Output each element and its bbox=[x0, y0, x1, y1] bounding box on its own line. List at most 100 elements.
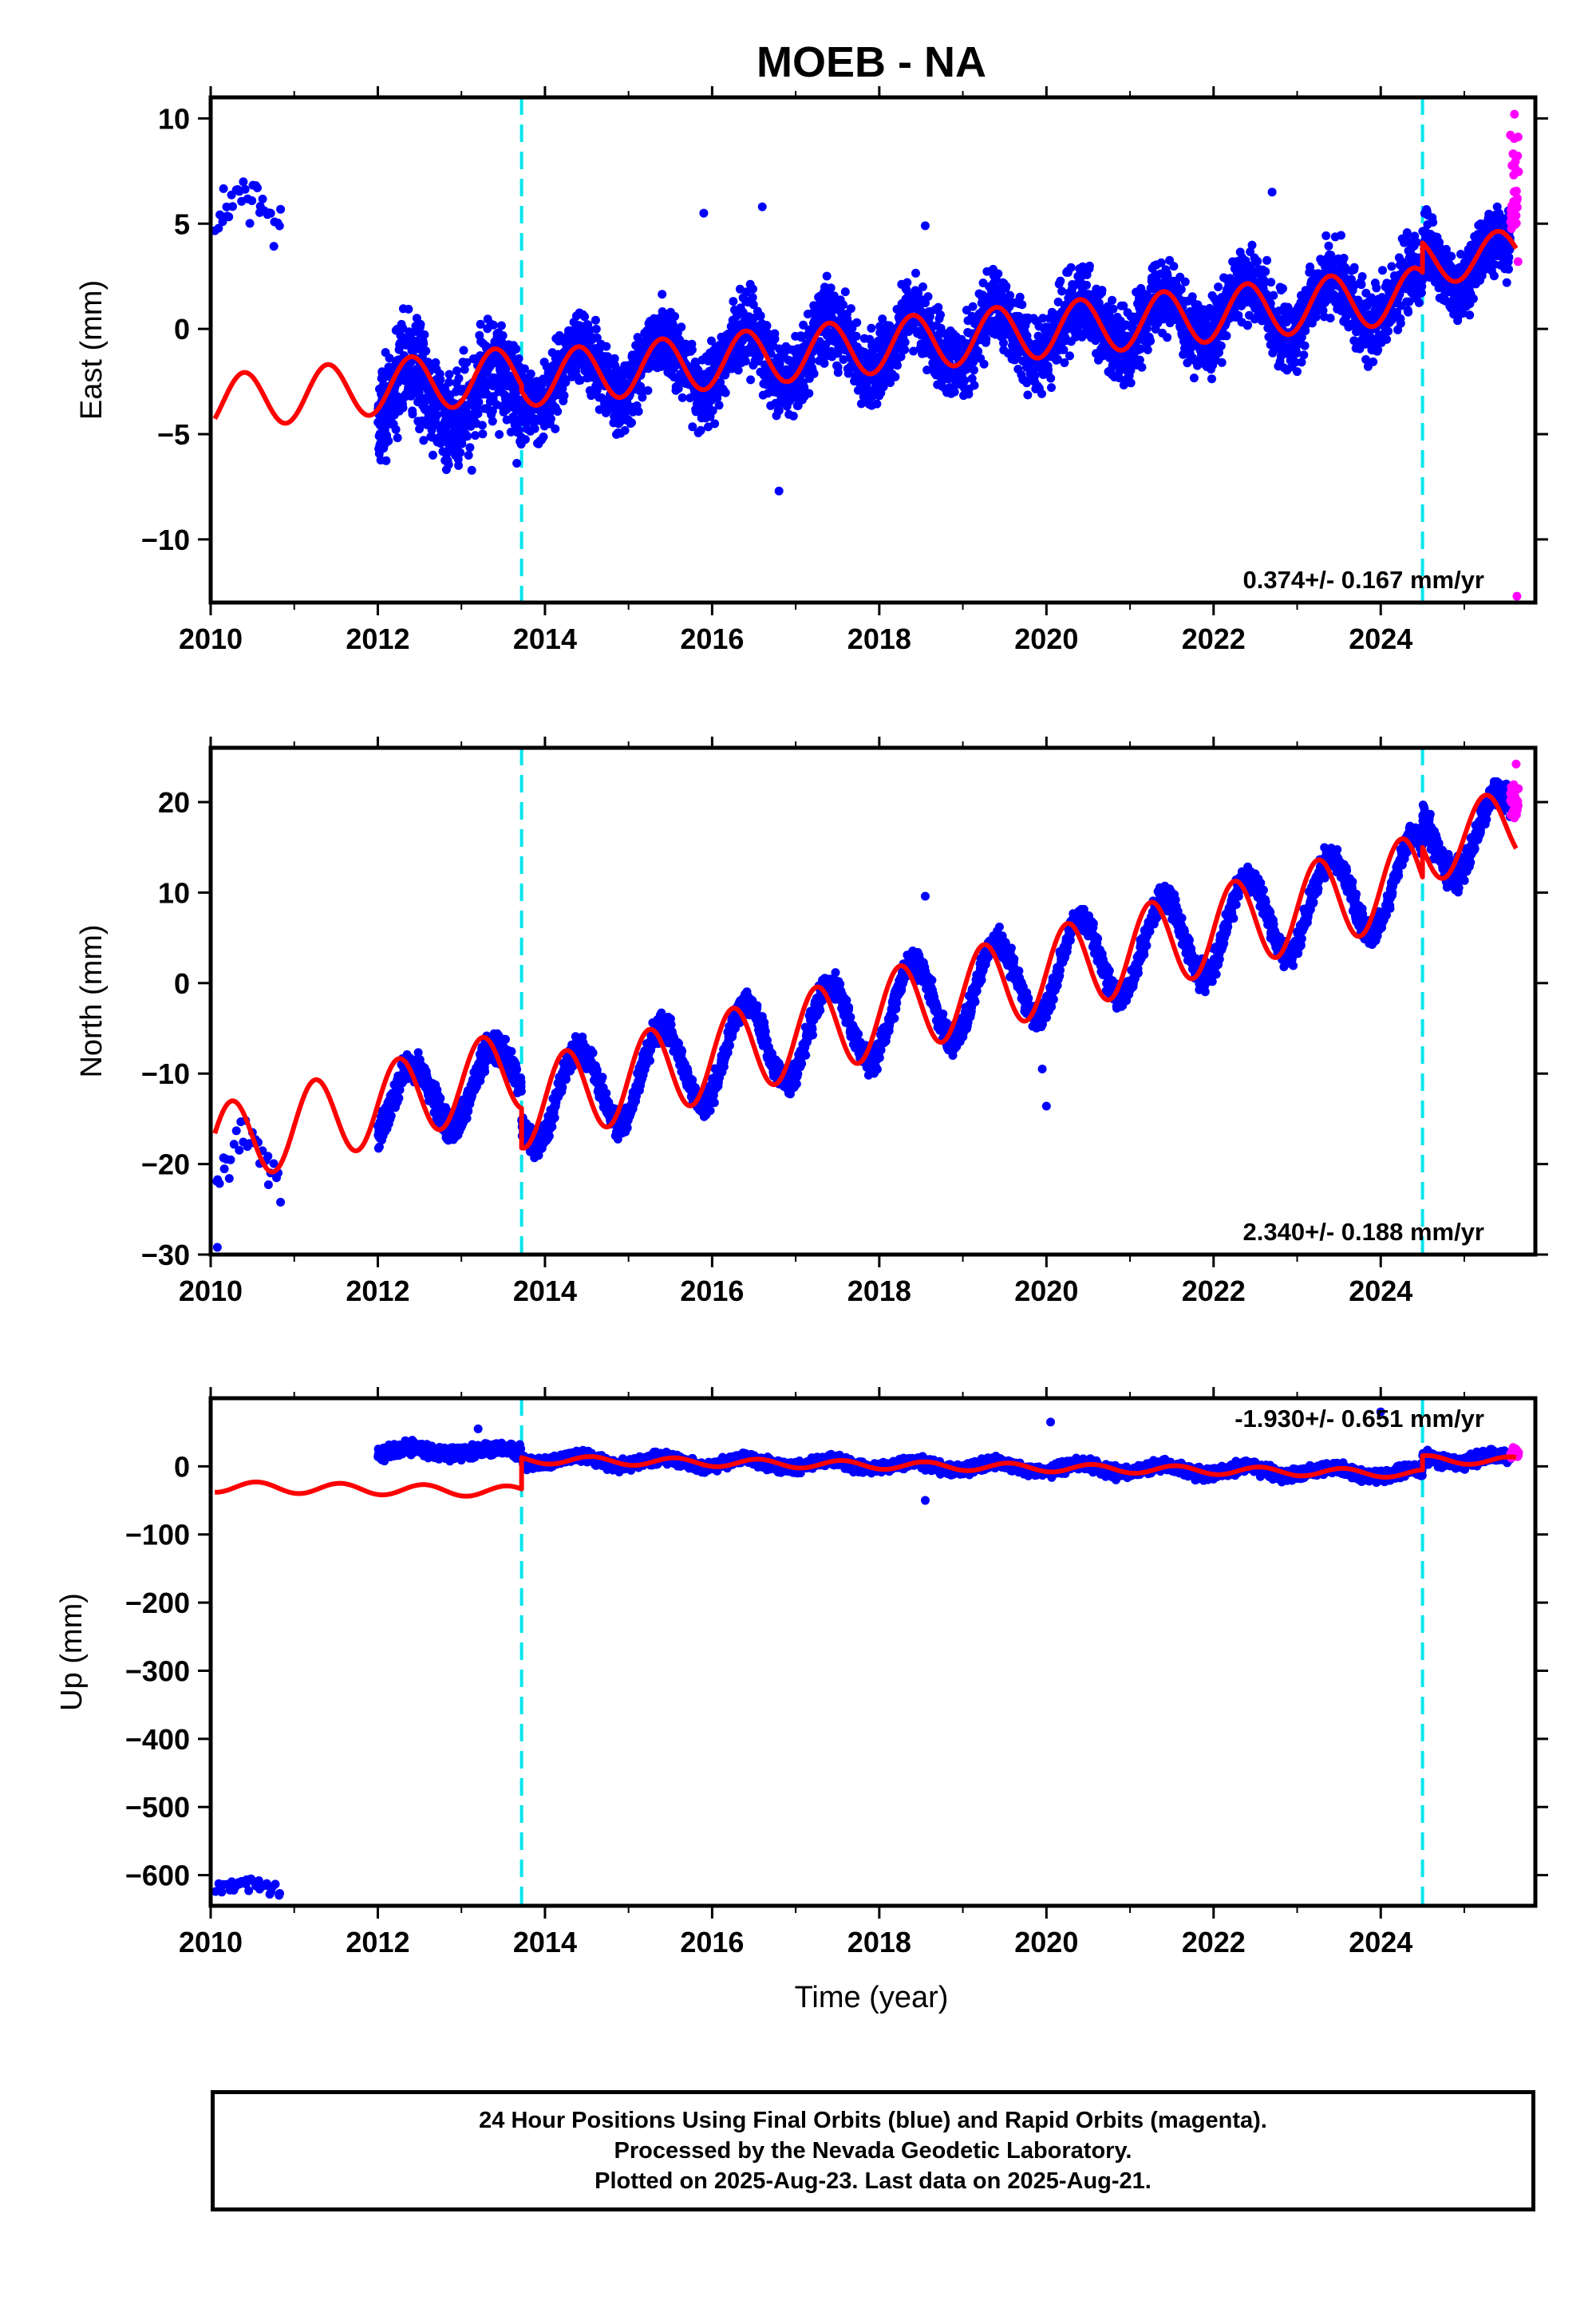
east-final-point bbox=[228, 202, 237, 211]
north-final-point bbox=[263, 1180, 273, 1189]
east-final-point bbox=[1387, 262, 1396, 271]
east-final-point bbox=[762, 321, 772, 330]
east-final-point bbox=[591, 324, 601, 334]
east-final-point bbox=[936, 310, 945, 319]
east-final-point bbox=[1065, 351, 1074, 361]
east-final-point bbox=[488, 417, 497, 426]
chart-title: MOEB - NA bbox=[757, 38, 986, 86]
east-final-point bbox=[526, 370, 535, 378]
east-final-point bbox=[1146, 336, 1156, 346]
east-final-point bbox=[852, 318, 862, 327]
east-final-point bbox=[950, 387, 959, 397]
east-final-point bbox=[275, 221, 284, 231]
east-final-point bbox=[826, 283, 836, 293]
east-final-point bbox=[707, 336, 716, 346]
east-final-outlier bbox=[699, 208, 709, 218]
east-final-point bbox=[851, 331, 861, 341]
east-final-point bbox=[610, 354, 619, 363]
north-final-point bbox=[276, 1197, 286, 1207]
east-final-point bbox=[539, 432, 548, 441]
east-final-point bbox=[415, 425, 425, 433]
east-final-point bbox=[1465, 310, 1475, 320]
east-final-point bbox=[1143, 345, 1152, 354]
north-final-points bbox=[212, 777, 1515, 1252]
east-final-point bbox=[733, 366, 743, 375]
east-final-point bbox=[788, 411, 798, 421]
east-final-point bbox=[1015, 292, 1025, 302]
east-final-point bbox=[512, 459, 522, 468]
east-y-tick-label: −10 bbox=[141, 524, 190, 556]
east-final-point bbox=[800, 382, 809, 392]
east-final-point bbox=[1502, 278, 1511, 287]
east-plot-area bbox=[211, 97, 1523, 603]
east-final-point bbox=[710, 419, 720, 429]
east-final-point bbox=[729, 297, 738, 306]
east-final-point bbox=[444, 370, 454, 379]
east-rapid-points bbox=[1506, 109, 1523, 601]
east-final-point bbox=[421, 346, 431, 356]
east-final-point bbox=[678, 393, 687, 402]
east-final-point bbox=[1369, 357, 1378, 366]
east-final-point bbox=[1047, 383, 1056, 393]
east-final-point bbox=[214, 223, 223, 233]
east-final-point bbox=[833, 349, 843, 358]
east-final-point bbox=[1142, 324, 1152, 334]
east-final-point bbox=[408, 409, 417, 419]
east-final-point bbox=[253, 183, 262, 192]
east-final-point bbox=[215, 210, 225, 219]
east-final-point bbox=[615, 417, 625, 427]
east-final-point bbox=[1414, 298, 1424, 307]
east-final-point bbox=[833, 368, 843, 377]
east-final-point bbox=[575, 375, 585, 385]
east-final-point bbox=[893, 361, 902, 370]
north-final-point bbox=[263, 1152, 273, 1161]
east-panel: 2010 2012 2014 2016 2018 2020 2022 2024−10−5051… bbox=[75, 86, 1548, 655]
east-final-point bbox=[462, 358, 472, 367]
east-final-point bbox=[1056, 276, 1065, 286]
east-final-point bbox=[1217, 358, 1227, 367]
east-final-point bbox=[514, 354, 523, 363]
east-final-point bbox=[735, 284, 745, 294]
east-final-point bbox=[1468, 294, 1478, 303]
east-final-point bbox=[1447, 251, 1456, 261]
east-final-point bbox=[1378, 266, 1387, 275]
east-final-point bbox=[1137, 362, 1147, 372]
east-y-tick-label: 0 bbox=[174, 313, 190, 346]
east-final-point bbox=[1404, 307, 1413, 317]
east-final-point bbox=[416, 319, 425, 329]
east-final-point bbox=[477, 421, 487, 430]
east-final-point bbox=[454, 460, 464, 470]
east-final-point bbox=[1293, 367, 1302, 377]
east-final-point bbox=[1321, 231, 1331, 240]
east-final-point bbox=[960, 376, 970, 385]
east-rapid-point bbox=[1514, 167, 1523, 176]
east-final-point bbox=[771, 398, 780, 408]
east-final-point bbox=[804, 389, 814, 398]
east-final-point bbox=[1382, 334, 1392, 344]
east-final-point bbox=[1084, 261, 1094, 271]
east-final-point bbox=[585, 325, 595, 334]
east-final-point bbox=[677, 322, 686, 332]
east-final-point bbox=[1057, 287, 1067, 296]
east-final-point bbox=[756, 311, 765, 321]
east-final-point bbox=[478, 429, 488, 439]
east-final-point bbox=[431, 358, 440, 367]
east-final-point bbox=[770, 334, 780, 344]
east-final-point bbox=[391, 425, 401, 434]
east-final-point bbox=[463, 432, 472, 441]
east-final-point bbox=[867, 323, 876, 333]
east-final-point bbox=[1243, 320, 1253, 330]
east-final-point bbox=[1180, 277, 1190, 287]
east-final-point bbox=[749, 284, 757, 294]
east-y-tick-label: 5 bbox=[174, 207, 190, 240]
east-final-point bbox=[982, 334, 991, 344]
east-final-point bbox=[419, 339, 429, 349]
north-final-point bbox=[235, 1145, 244, 1155]
east-final-point bbox=[1222, 331, 1231, 341]
east-final-point bbox=[840, 287, 850, 297]
east-final-point bbox=[224, 212, 234, 222]
east-final-point bbox=[674, 384, 683, 393]
east-rapid-point bbox=[1512, 194, 1522, 203]
east-final-point bbox=[512, 344, 521, 354]
